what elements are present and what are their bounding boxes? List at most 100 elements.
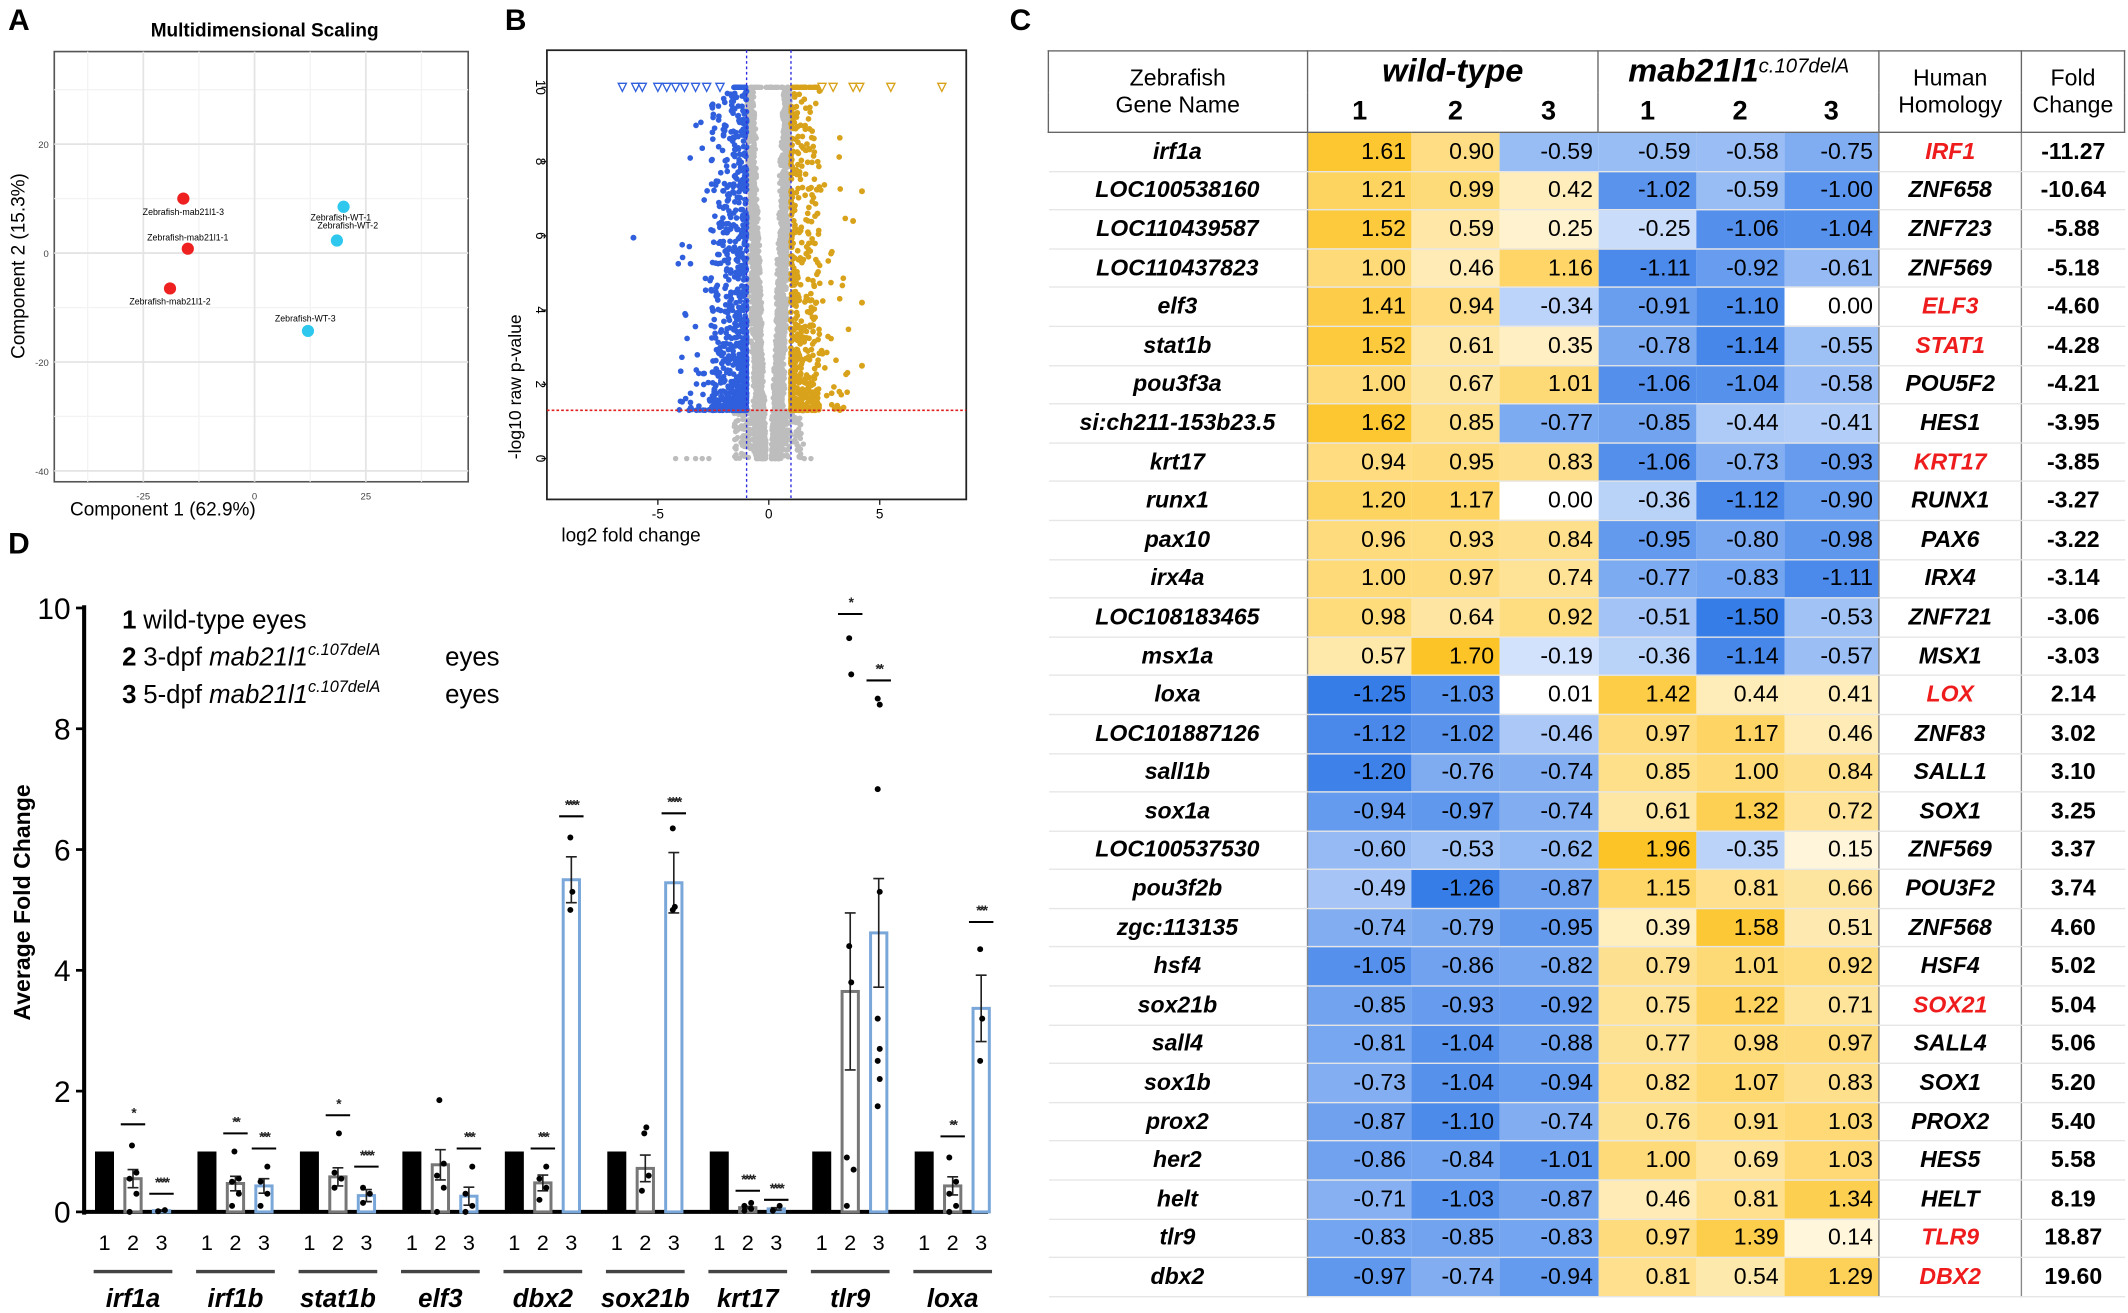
table-row: si:ch211-153b23.5 1.62 0.85 -0.77 -0.85 -0.44… xyxy=(1048,403,2125,444)
data-dot xyxy=(331,1169,338,1176)
bar-wildtype xyxy=(402,1151,422,1212)
mds-point xyxy=(330,234,344,247)
expression-cell: -1.11 xyxy=(1784,559,1880,599)
panel-label-c: C xyxy=(1009,2,1032,37)
fold-change: -3.85 xyxy=(2021,442,2125,483)
mds-point xyxy=(163,282,177,295)
data-dot xyxy=(469,1163,476,1170)
bar-group-number: 1 xyxy=(201,1230,213,1255)
table-row: LOC101887126 -1.12 -1.02 -0.46 0.97 1.17 0.46 Z… xyxy=(1048,714,2125,754)
expression-cell: -1.50 xyxy=(1695,597,1785,638)
legend-gene: mab21l1 xyxy=(209,644,308,672)
expression-cell: 1.00 xyxy=(1307,365,1412,405)
legend-text: 5-dpf xyxy=(143,681,209,709)
x-tick-label: 25 xyxy=(361,491,372,502)
expression-cell: 1.20 xyxy=(1307,481,1412,522)
table-row: stat1b 1.52 0.61 0.35 -0.78 -1.14 -0.55 STAT1 -4… xyxy=(1048,326,2125,366)
significance-stars: **** xyxy=(741,1172,757,1187)
expression-cell: -0.77 xyxy=(1499,403,1599,444)
bar-group-number: 2 xyxy=(742,1230,754,1255)
expression-cell: -1.00 xyxy=(1784,171,1880,211)
bar-group-number: 3 xyxy=(360,1230,372,1255)
expression-cell: -0.77 xyxy=(1598,559,1696,599)
significance-stars: ** xyxy=(949,1118,958,1133)
fold-change: -3.03 xyxy=(2021,636,2125,677)
fold-change: -4.28 xyxy=(2021,326,2125,366)
gene-name: LOC101887126 xyxy=(1048,714,1308,754)
expression-cell: 0.01 xyxy=(1499,675,1599,716)
data-dot xyxy=(741,1202,748,1209)
bar-group-number: 1 xyxy=(406,1230,418,1255)
expression-cell: -0.51 xyxy=(1598,597,1696,638)
expression-cell: 0.44 xyxy=(1695,675,1785,716)
y-tick-label: 10 xyxy=(37,593,70,626)
gene-label: dbx2 xyxy=(513,1285,574,1313)
bar-wildtype xyxy=(607,1151,627,1212)
gene-name: runx1 xyxy=(1048,481,1308,522)
data-dot xyxy=(874,1015,881,1022)
expression-cell: -0.36 xyxy=(1598,636,1696,677)
replicate-header: 1 xyxy=(1306,91,1412,133)
significance-stars: * xyxy=(849,595,855,610)
mds-point xyxy=(301,324,315,338)
expression-cell: -0.78 xyxy=(1598,326,1696,366)
fold-change: -5.18 xyxy=(2021,248,2125,289)
expression-cell: 1.00 xyxy=(1307,559,1412,599)
expression-cell: 1.52 xyxy=(1307,326,1412,366)
expression-cell: 1.16 xyxy=(1499,248,1599,289)
expression-cell: 0.85 xyxy=(1411,403,1500,444)
expression-cell: 0.41 xyxy=(1784,675,1880,716)
expression-cell: 1.52 xyxy=(1307,209,1412,250)
expression-cell: 1.17 xyxy=(1695,714,1785,754)
y-tick-label: 4 xyxy=(54,955,71,988)
gene-label: irf1a xyxy=(106,1285,160,1313)
expression-cell: -0.59 xyxy=(1499,132,1599,172)
expression-cell: -0.59 xyxy=(1598,132,1696,172)
expression-cell: 0.61 xyxy=(1411,326,1500,366)
expression-cell: 0.93 xyxy=(1411,520,1500,560)
gene-name: msx1a xyxy=(1048,636,1308,677)
header-fold-line: Change xyxy=(2032,91,2114,118)
mds-point xyxy=(181,242,194,255)
expression-cell: -1.03 xyxy=(1411,675,1500,716)
data-dot xyxy=(874,1103,881,1110)
expression-cell: 0.99 xyxy=(1411,171,1500,211)
fold-change: -11.27 xyxy=(2021,132,2125,172)
significance-stars: **** xyxy=(667,795,683,810)
mds-point-label: Zebrafish-WT-3 xyxy=(275,313,336,323)
gene-name: pou3f3a xyxy=(1048,365,1308,405)
expression-cell: 0.95 xyxy=(1411,442,1500,483)
fold-change: -10.64 xyxy=(2021,171,2125,211)
expression-cell: 1.42 xyxy=(1598,675,1696,716)
header-wildtype-label: wild-type xyxy=(1382,52,1524,90)
expression-cell: -0.80 xyxy=(1695,520,1785,560)
fold-change: -3.06 xyxy=(2021,597,2125,638)
fold-change: -5.88 xyxy=(2021,209,2125,250)
human-homolog: KRT17 xyxy=(1878,442,2023,483)
legend-superscript: c.107delA xyxy=(308,678,380,696)
data-dot xyxy=(843,1154,850,1161)
expression-cell: -1.06 xyxy=(1598,365,1696,405)
data-dot xyxy=(643,1124,650,1131)
replicate-header: 1 xyxy=(1597,91,1696,133)
data-dot xyxy=(335,1130,342,1137)
mds-plot: Multidimensional Scaling-25 0 25200-20-40Z… xyxy=(8,21,470,521)
data-dot xyxy=(848,979,855,986)
significance-stars: *** xyxy=(538,1130,550,1145)
significance-stars: * xyxy=(131,1106,137,1121)
y-tick-label: 0 xyxy=(54,1197,71,1230)
expression-cell: -0.91 xyxy=(1598,287,1696,328)
gene-name: irx4a xyxy=(1048,559,1308,599)
data-dot xyxy=(946,1154,953,1161)
data-dot xyxy=(850,1166,857,1173)
data-dot xyxy=(876,1045,883,1052)
expression-cell: 0.74 xyxy=(1499,559,1599,599)
x-tick-label: 0 xyxy=(252,491,257,502)
expression-cell: -0.53 xyxy=(1784,597,1880,638)
human-homolog: IRF1 xyxy=(1878,132,2023,172)
y-tick-label: 6 xyxy=(54,834,71,867)
legend-text: 3-dpf xyxy=(143,644,209,672)
data-dot xyxy=(366,1190,373,1197)
plot-frame xyxy=(53,50,470,483)
